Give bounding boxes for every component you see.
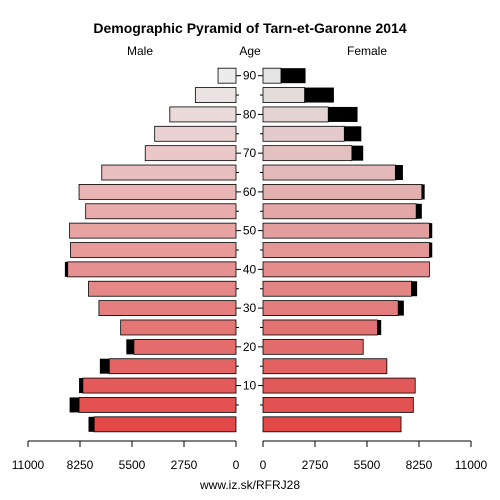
female-bar-45-49 [262,242,430,258]
male-excess-bar-0-4 [88,416,95,432]
male-bar-15-19 [108,358,237,375]
female-x-tick-label-0: 0 [260,458,267,472]
male-x-tick-label-0: 0 [233,458,240,472]
female-bar-40-44 [262,261,430,278]
female-excess-bar-80-84 [328,106,358,122]
female-excess-bar-90+ [280,68,306,84]
female-excess-bar-30-34 [398,300,404,316]
male-bar-5-9 [78,397,237,413]
male-bar-35-39 [88,280,237,297]
female-x-tick-label-5500: 5500 [354,458,381,472]
male-bar-85-89 [194,87,237,103]
female-bar-20-24 [262,338,364,355]
female-excess-bar-60-64 [421,184,425,200]
male-excess-bar-5-9 [69,397,80,413]
bars-layer [64,67,433,433]
female-bar-35-39 [262,280,412,297]
age-tick-label-90: 90 [243,69,257,83]
female-excess-bar-85-89 [304,87,334,103]
chart-title: Demographic Pyramid of Tarn-et-Garonne 2… [93,20,406,36]
female-excess-bar-70-74 [351,145,364,161]
footer-source: www.iz.sk/RFRJ28 [199,478,300,492]
female-bar-70-74 [262,145,353,162]
male-bar-25-29 [120,319,237,336]
female-bar-60-64 [262,183,423,200]
female-excess-bar-75-79 [344,126,362,142]
age-tick-label-20: 20 [243,340,257,354]
male-x-tick-label-2750: 2750 [171,458,198,472]
age-tick-label-10: 10 [243,379,257,393]
male-bar-75-79 [154,125,237,142]
male-bar-30-34 [98,300,237,317]
male-bar-50-54 [69,222,237,239]
female-excess-bar-65-69 [395,165,403,181]
female-label: Female [347,44,387,58]
female-bar-25-29 [262,319,378,336]
axes-layer: 10 20 30 40 50 60 70 80 90 11000 8250 5500 2750 0 0 275… [12,69,488,472]
male-bar-45-49 [70,242,237,258]
female-bar-0-4 [262,416,402,433]
male-bar-60-64 [78,183,237,200]
male-x-tick-label-5500: 5500 [119,458,146,472]
female-bar-75-79 [262,125,345,142]
age-tick-label-80: 80 [243,107,257,121]
male-x-tick-label-8250: 8250 [67,458,94,472]
male-bar-80-84 [169,106,237,123]
female-excess-bar-45-49 [429,242,433,258]
age-tick-label-60: 60 [243,185,257,199]
age-tick-label-30: 30 [243,301,257,315]
male-label: Male [127,44,153,58]
female-excess-bar-35-39 [411,281,418,297]
male-bar-65-69 [101,164,237,181]
age-tick-label-70: 70 [243,146,257,160]
female-bar-55-59 [262,203,417,220]
female-excess-bar-25-29 [377,319,382,335]
male-x-tick-label-11000: 11000 [12,458,45,472]
male-bar-20-24 [133,338,237,355]
female-x-tick-label-8250: 8250 [406,458,433,472]
female-bar-50-54 [262,222,430,239]
male-bar-10-14 [82,377,237,394]
male-bar-40-44 [67,261,237,278]
female-bar-65-69 [262,164,396,181]
male-excess-bar-15-19 [99,358,110,374]
male-bar-70-74 [144,145,237,162]
female-bar-10-14 [262,377,416,394]
male-excess-bar-10-14 [79,378,83,394]
female-excess-bar-50-54 [429,223,433,239]
female-bar-15-19 [262,358,388,375]
male-bar-90+ [217,67,237,84]
female-bar-80-84 [262,106,329,123]
male-bar-0-4 [93,416,237,433]
female-bar-90+ [262,67,282,84]
female-excess-bar-55-59 [416,203,422,219]
age-tick-label-50: 50 [243,224,257,238]
female-bar-5-9 [262,397,414,413]
male-excess-bar-40-44 [64,261,68,277]
female-bar-85-89 [262,87,305,103]
age-tick-label-40: 40 [243,262,257,276]
female-bar-30-34 [262,300,399,317]
male-excess-bar-20-24 [126,339,134,355]
male-bar-55-59 [85,203,237,220]
female-x-tick-label-2750: 2750 [302,458,329,472]
age-label: Age [239,44,261,58]
female-x-tick-label-11000: 11000 [455,458,488,472]
